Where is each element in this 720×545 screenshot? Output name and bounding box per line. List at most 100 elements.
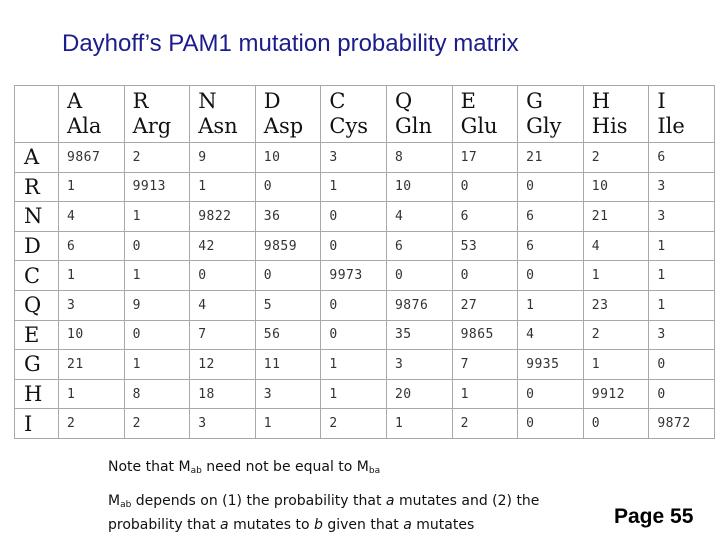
variable-a: a — [385, 493, 395, 509]
matrix-cell: 3 — [254, 378, 322, 410]
matrix-cell: 1 — [385, 408, 453, 439]
matrix-cell: 12 — [189, 349, 256, 380]
matrix-cell: 3 — [648, 201, 715, 232]
matrix-cell: 0 — [648, 349, 715, 380]
matrix-cell: 0 — [123, 319, 191, 351]
matrix-cell: 10 — [58, 319, 125, 351]
matrix-cell: 1 — [582, 349, 650, 380]
pam1-matrix-table: A Ala R Arg N Asn D Asp C Cys Q Gln E Glu G Gly … — [14, 85, 715, 439]
matrix-cell: 21 — [517, 142, 584, 173]
matrix-cell: 21 — [58, 349, 125, 380]
note-text: M — [108, 493, 121, 509]
matrix-cell: 0 — [254, 260, 322, 291]
column-code: H — [591, 89, 611, 113]
note-text: need not be equal to M — [201, 459, 369, 475]
table-row: I 2 2 3 1 2 1 2 0 0 9872 — [14, 408, 715, 439]
note-text: Note that M — [108, 459, 191, 475]
matrix-cell: 0 — [385, 260, 453, 291]
matrix-cell: 2 — [123, 142, 191, 173]
matrix-cell: 1 — [254, 408, 322, 439]
column-header-9: I Ile — [648, 85, 715, 143]
matrix-cell: 0 — [320, 201, 387, 232]
matrix-cell: 1 — [58, 260, 125, 291]
matrix-cell: 2 — [58, 408, 125, 439]
column-abbr: Asp — [263, 114, 304, 138]
matrix-cell: 1 — [517, 289, 584, 321]
matrix-cell: 6 — [385, 230, 453, 262]
matrix-cell: 0 — [320, 319, 387, 351]
matrix-cell: 1 — [451, 378, 519, 410]
matrix-cell: 0 — [123, 230, 191, 262]
matrix-cell: 9872 — [648, 408, 715, 439]
variable-b: b — [314, 517, 323, 533]
subscript: ab — [120, 500, 132, 510]
matrix-cell: 0 — [517, 260, 584, 291]
note-text: given that — [322, 517, 404, 533]
column-code: G — [526, 89, 543, 113]
column-header-7: G Gly — [517, 85, 584, 143]
matrix-cell: 53 — [451, 230, 519, 262]
matrix-cell: 9 — [123, 289, 191, 321]
matrix-cell: 20 — [385, 378, 453, 410]
table-row: H 1 8 18 3 1 20 1 0 9912 0 — [14, 378, 715, 410]
matrix-cell: 0 — [189, 260, 256, 291]
matrix-cell: 6 — [517, 201, 584, 232]
matrix-cell: 6 — [451, 201, 519, 232]
matrix-cell: 4 — [517, 319, 584, 351]
matrix-cell: 9859 — [254, 230, 322, 262]
corner-cell — [14, 85, 59, 143]
matrix-cell: 4 — [582, 230, 650, 262]
note-text: mutates and (2) the probability that — [108, 493, 540, 533]
subscript: ba — [368, 466, 381, 476]
page-number: Page 55 — [614, 505, 694, 528]
matrix-cell: 0 — [582, 408, 650, 439]
note-asymmetry: Note that Mab need not be equal to Mba — [108, 457, 578, 481]
matrix-cell: 0 — [254, 171, 322, 203]
matrix-cell: 1 — [320, 378, 387, 410]
column-code: A — [67, 89, 83, 113]
row-header: G — [14, 349, 59, 380]
column-code: C — [329, 89, 346, 113]
matrix-cell: 27 — [451, 289, 519, 321]
table-row: Q 3 9 4 5 0 9876 27 1 23 1 — [14, 289, 715, 321]
column-header-3: D Asp — [254, 85, 322, 143]
note-text: depends on (1) the probability that — [131, 493, 386, 509]
column-abbr: Cys — [329, 114, 369, 138]
matrix-cell: 0 — [517, 171, 584, 203]
column-code: I — [657, 89, 666, 113]
matrix-cell: 10 — [385, 171, 453, 203]
row-header: H — [14, 378, 59, 410]
column-header-5: Q Gln — [385, 85, 453, 143]
subscript: ab — [190, 466, 202, 476]
matrix-cell: 6 — [58, 230, 125, 262]
matrix-cell: 17 — [451, 142, 519, 173]
matrix-cell: 7 — [451, 349, 519, 380]
table-row: N 4 1 9822 36 0 4 6 6 21 3 — [14, 201, 715, 232]
column-abbr: Ala — [67, 114, 102, 138]
matrix-cell: 1 — [123, 260, 191, 291]
matrix-cell: 3 — [320, 142, 387, 173]
table-row: D 6 0 42 9859 0 6 53 6 4 1 — [14, 230, 715, 262]
variable-a: a — [220, 517, 229, 533]
column-abbr: Asn — [198, 114, 238, 138]
row-header: A — [14, 142, 59, 173]
matrix-cell: 2 — [123, 408, 191, 439]
column-abbr: Ile — [657, 114, 685, 138]
column-abbr: His — [591, 114, 628, 138]
column-abbr: Gly — [526, 114, 562, 138]
column-code: E — [460, 89, 476, 113]
variable-a: a — [403, 517, 412, 533]
table-row: R 1 9913 1 0 1 10 0 0 10 3 — [14, 171, 715, 203]
column-code: D — [263, 89, 281, 113]
matrix-cell: 1 — [648, 289, 715, 321]
matrix-cell: 56 — [254, 319, 322, 351]
matrix-cell: 1 — [320, 349, 387, 380]
column-abbr: Gln — [394, 114, 432, 138]
row-header: Q — [14, 289, 59, 321]
matrix-cell: 1 — [58, 171, 125, 203]
row-header: E — [14, 319, 59, 351]
column-header-4: C Cys — [320, 85, 387, 143]
matrix-cell: 10 — [582, 171, 650, 203]
matrix-cell: 2 — [582, 142, 650, 173]
row-header: I — [14, 408, 59, 439]
